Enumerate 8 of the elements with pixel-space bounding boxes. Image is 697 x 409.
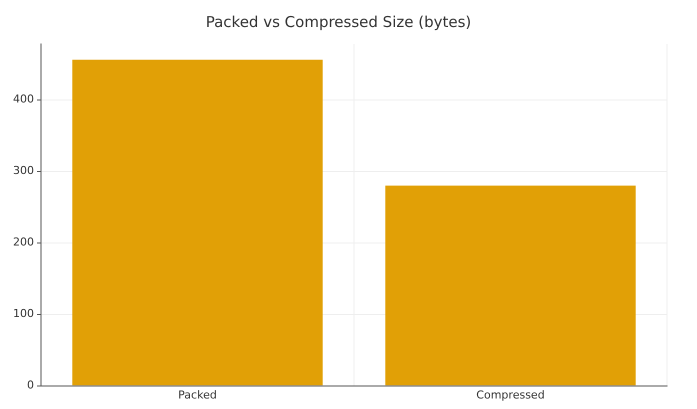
y-tick-label: 200 <box>12 236 34 249</box>
x-tick-label: Packed <box>178 388 217 402</box>
y-tick-label: 100 <box>12 307 34 320</box>
x-tick-label: Compressed <box>476 388 545 402</box>
y-tick-label: 0 <box>26 378 34 392</box>
y-tick-label: 300 <box>12 164 34 178</box>
y-tick-label: 400 <box>12 92 34 106</box>
chart-title: Packed vs Compressed Size (bytes) <box>206 12 472 31</box>
